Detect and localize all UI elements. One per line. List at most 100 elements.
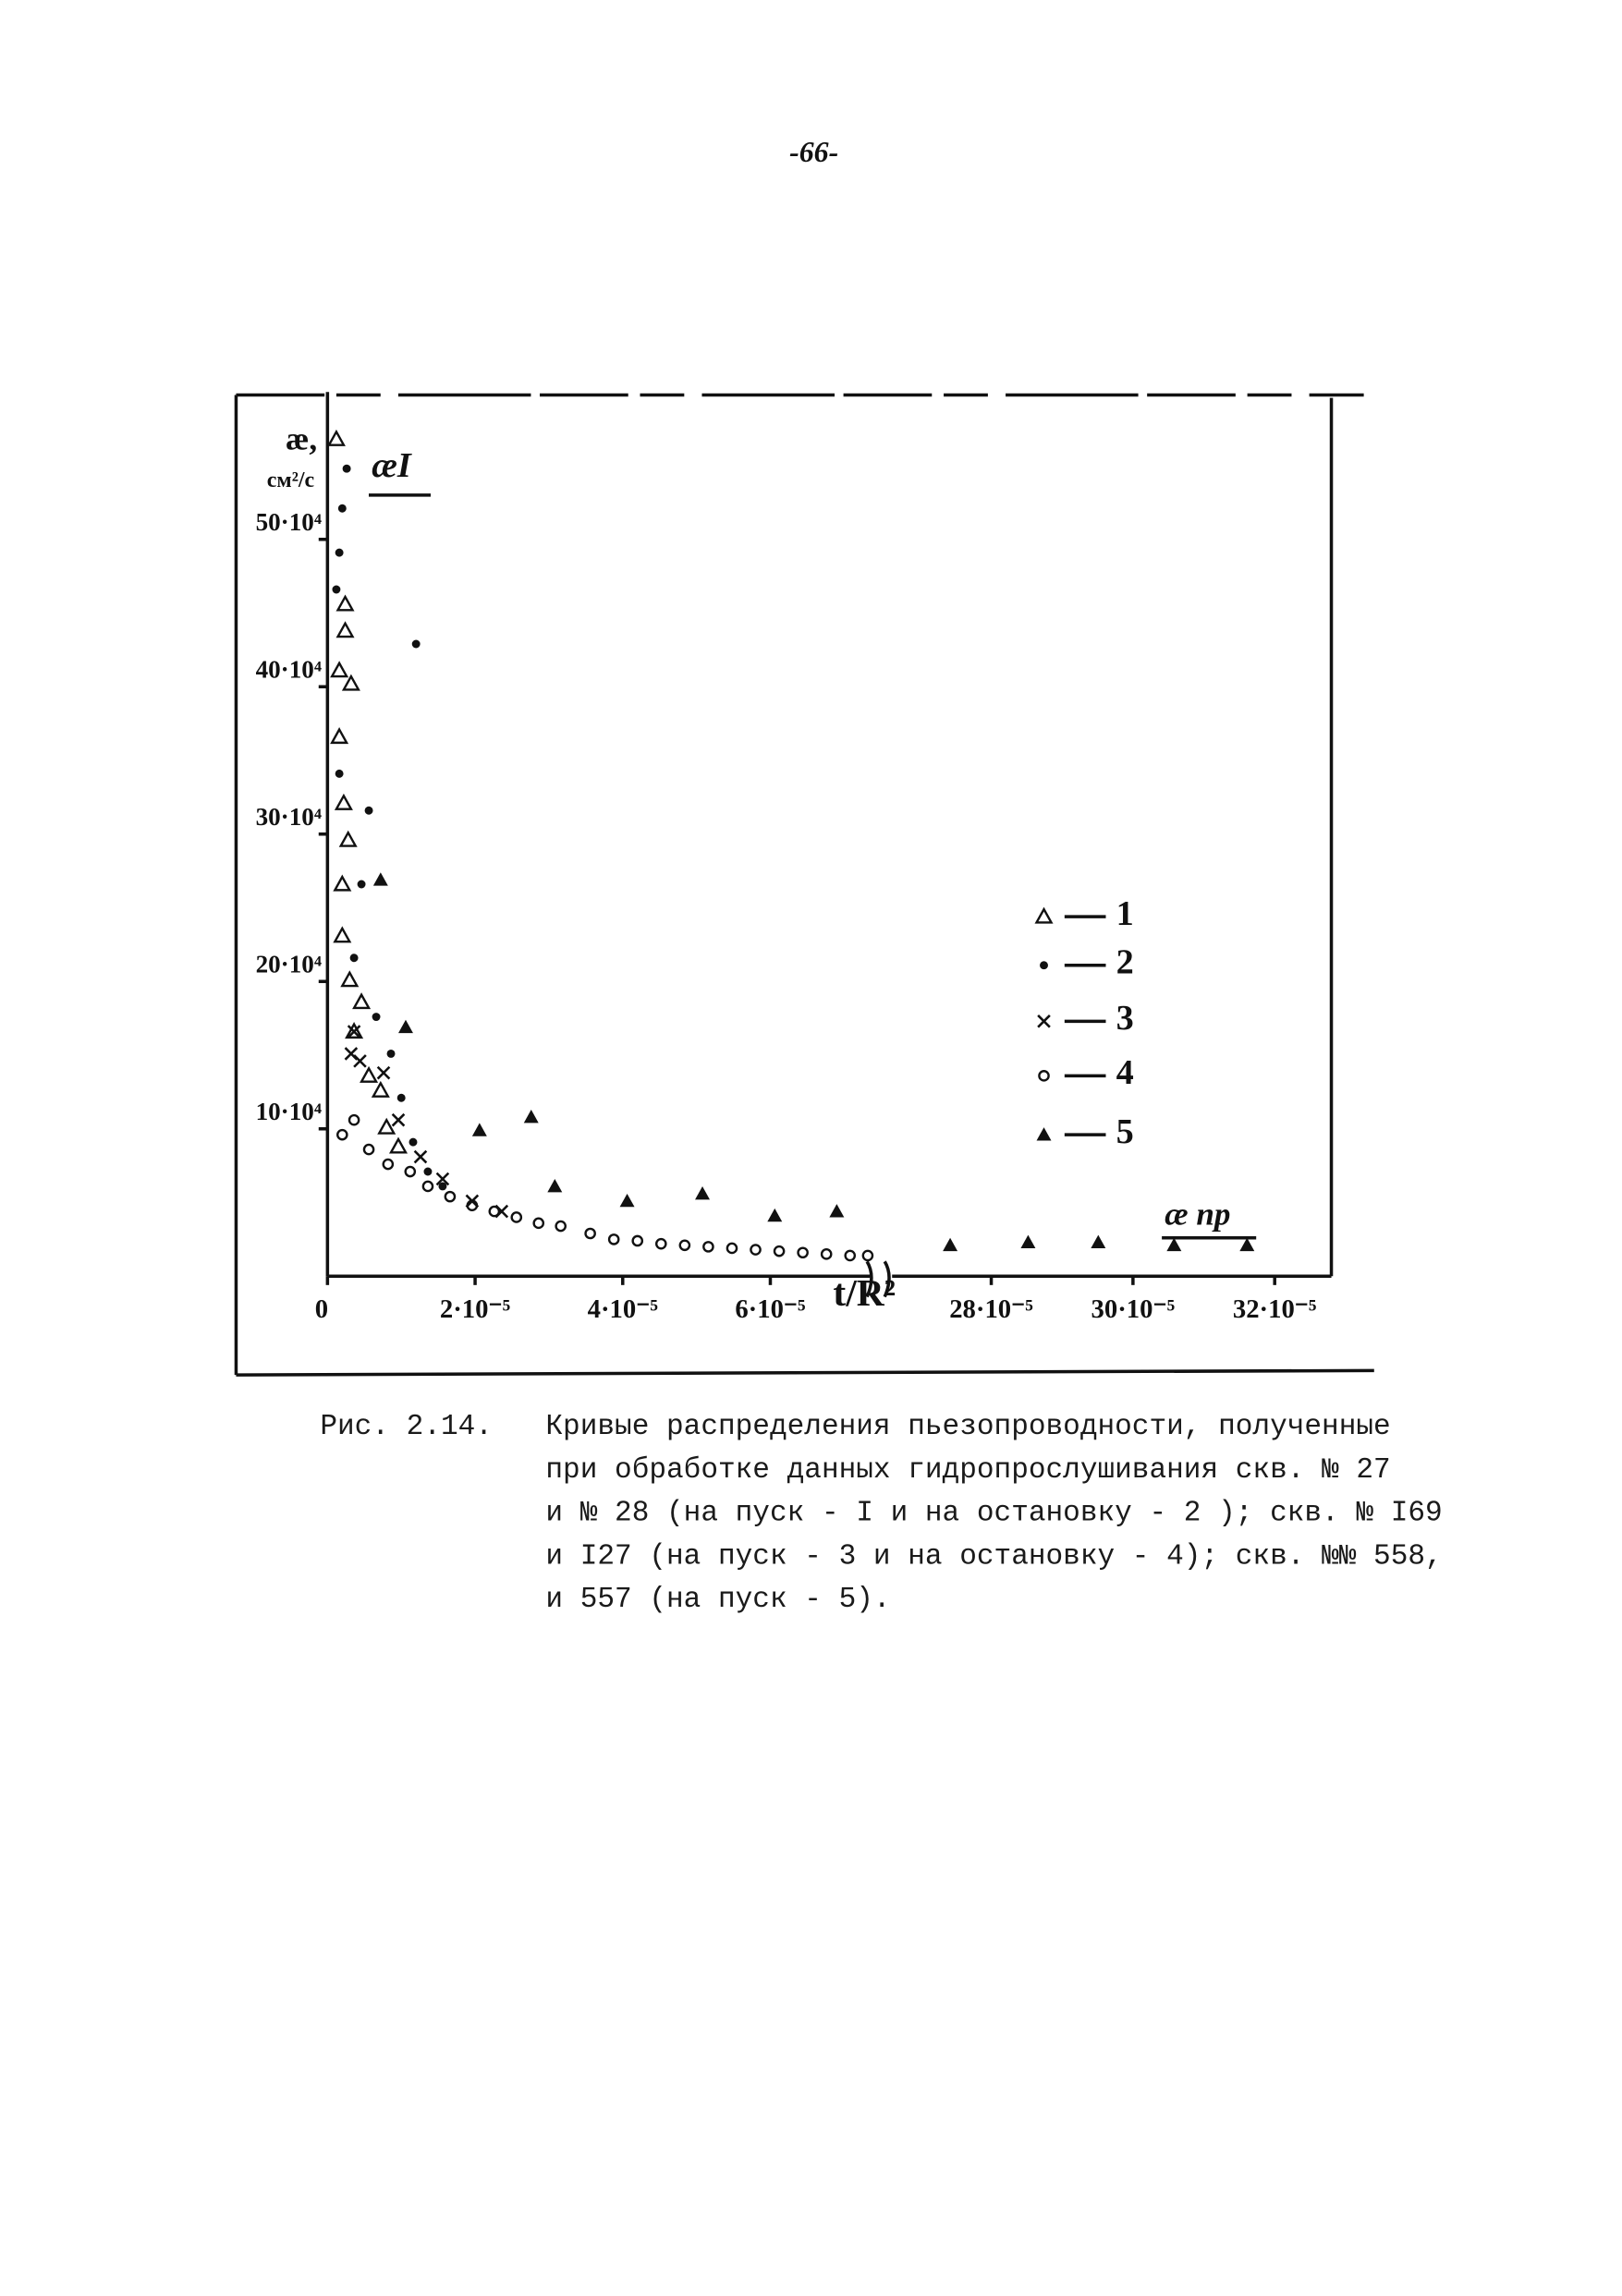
point [438,1182,447,1191]
point [750,1244,762,1256]
annotation: æ пр [1165,1197,1230,1233]
point [702,1241,714,1253]
legend-marker [1037,1014,1051,1028]
point [844,1249,857,1262]
point [332,585,341,594]
point [362,1143,375,1156]
point [334,793,353,810]
point [820,1248,833,1260]
point [353,1054,367,1068]
axis-break [865,1260,891,1298]
point [444,1190,457,1203]
point [371,1080,390,1098]
legend-marker [1038,1070,1050,1082]
page-number: -66- [789,136,838,168]
point [326,429,346,446]
point [372,1013,381,1022]
x-tick-label: 4·10⁻⁵ [588,1294,658,1324]
legend-label: 2 [1116,943,1134,982]
caption-label: Рис. 2.14. [320,1411,493,1443]
x-tick-label: 0 [315,1294,328,1324]
x-tick-label: 2·10⁻⁵ [440,1294,510,1324]
point [341,674,360,691]
caption-line: и 557 (на пуск - 5). [545,1584,890,1616]
point [532,1217,545,1230]
point [364,806,373,815]
point [466,1199,479,1212]
point [1091,1234,1106,1248]
legend-label: 1 [1116,894,1134,933]
point [386,1049,396,1058]
annotation: æI [372,446,412,485]
point [335,594,355,612]
point [376,1065,391,1080]
point [333,874,352,892]
point [435,1172,450,1186]
point [357,880,366,889]
point [631,1234,644,1247]
legend-label: 3 [1116,999,1134,1038]
point [555,1220,567,1233]
point [829,1204,845,1218]
point [372,872,388,886]
point [607,1233,620,1245]
y-tick-label: 30·10⁴ [256,803,322,831]
point [695,1185,710,1200]
y-tick-label: 20·10⁴ [256,951,322,978]
caption-line: при обработке данных гидропрослушивания … [545,1454,1390,1487]
point [678,1239,691,1252]
point [333,926,352,943]
point [404,1165,417,1178]
point [619,1193,635,1208]
point [335,769,344,778]
x-tick-label: 32·10⁻⁵ [1233,1294,1317,1324]
legend-label: 4 [1116,1053,1134,1092]
point [409,1137,418,1147]
y-tick-label: 40·10⁴ [256,656,322,684]
point [335,548,344,557]
point [336,1128,348,1141]
point [861,1249,874,1262]
point [413,1149,428,1164]
y-label-unit: см²/с [267,468,315,492]
point [338,830,358,847]
point [391,1112,406,1127]
point [342,464,351,473]
x-tick-label: 30·10⁻⁵ [1091,1294,1176,1324]
point [347,1025,361,1039]
point [523,1110,539,1124]
legend-marker [1034,906,1054,924]
point [335,621,355,638]
point [767,1208,783,1222]
point [488,1205,501,1218]
x-tick-label: 28·10⁻⁵ [949,1294,1033,1324]
y-label: æ, [286,421,317,457]
point [726,1242,738,1255]
point [1166,1237,1182,1252]
point [330,661,349,678]
point [421,1180,434,1193]
point [396,1093,406,1102]
point [349,954,359,963]
point [943,1237,958,1252]
frame-bottom [236,1368,1374,1377]
point [398,1019,413,1034]
point [655,1237,667,1250]
caption: Рис. 2.14. Кривые распределения пьезопров… [320,1411,1442,1616]
point [337,504,347,513]
caption-line: и № 28 (на пуск - I и на остановку - 2 )… [545,1498,1442,1530]
y-tick-label: 50·10⁴ [256,508,322,536]
y-tick-label: 10·10⁴ [256,1098,322,1125]
legend-marker [1040,961,1048,970]
caption-line: Кривые распределения пьезопроводности, п… [545,1411,1390,1443]
point [471,1123,487,1136]
point [388,1136,409,1154]
caption-line: и I27 (на пуск - 3 и на остановку - 4); … [545,1540,1442,1573]
point [510,1211,523,1223]
point [547,1178,563,1193]
point [797,1246,809,1259]
point [1239,1237,1255,1252]
